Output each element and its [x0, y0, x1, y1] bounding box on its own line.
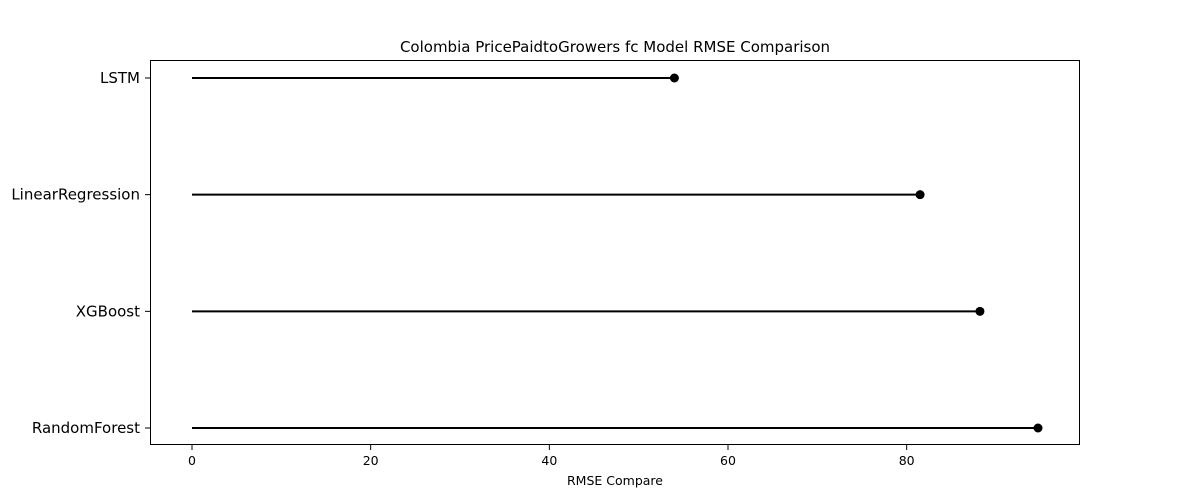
x-axis-label: RMSE Compare	[567, 473, 663, 488]
marker-randomforest	[1033, 423, 1043, 433]
x-tick-label: 40	[541, 453, 557, 468]
y-tick-label-linearregression: LinearRegression	[11, 186, 140, 204]
chart-title: Colombia PricePaidtoGrowers fc Model RMS…	[400, 38, 830, 56]
lollipop-marks	[191, 73, 1043, 433]
y-tick-label-xgboost: XGBoost	[76, 302, 140, 320]
x-tick-label: 60	[720, 453, 736, 468]
x-tick-label: 0	[188, 453, 196, 468]
marker-linearregression	[915, 190, 925, 200]
x-tick-label: 80	[899, 453, 915, 468]
x-tick-label: 20	[363, 453, 379, 468]
marker-lstm	[669, 73, 679, 83]
y-axis: LSTM LinearRegression XGBoost RandomForest	[11, 69, 150, 437]
y-tick-label-randomforest: RandomForest	[32, 419, 140, 437]
marker-xgboost	[975, 306, 985, 316]
x-axis: 0 20 40 60 80	[188, 445, 915, 468]
plot-area-frame	[150, 60, 1080, 445]
y-tick-label-lstm: LSTM	[100, 69, 140, 87]
